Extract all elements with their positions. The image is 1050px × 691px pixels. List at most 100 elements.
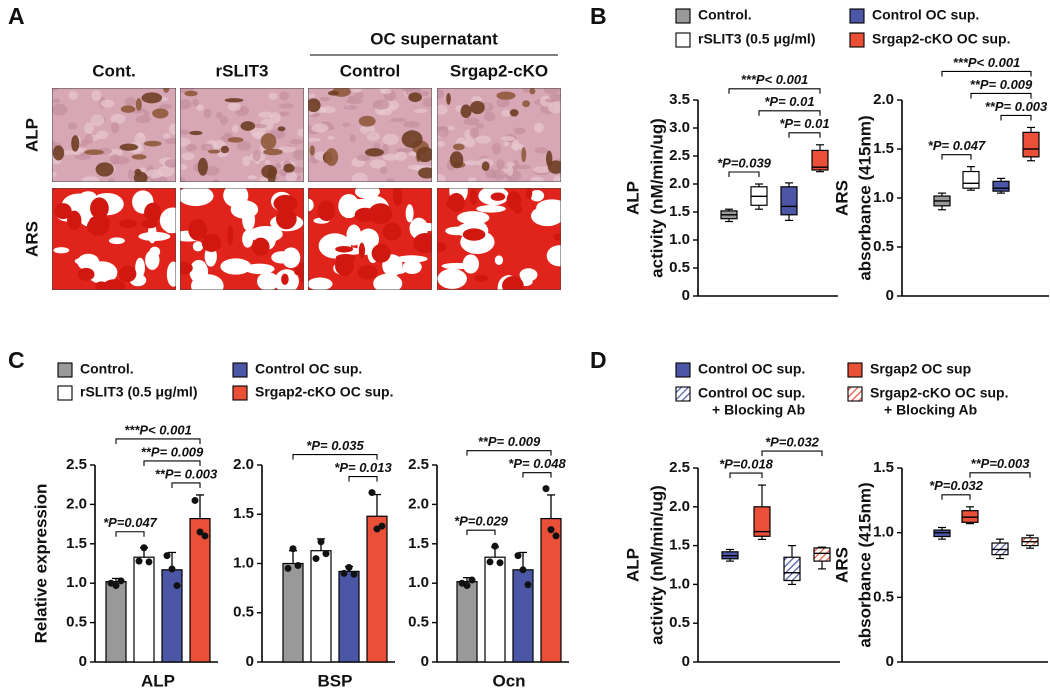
p-value: **P= 0.003 [985, 99, 1048, 114]
y-axis-label: ALP [623, 181, 642, 215]
significance-bracket [348, 476, 378, 482]
y-tick-label: 1.0 [233, 554, 254, 571]
data-point [312, 555, 320, 563]
x-axis-label: ALP [141, 671, 175, 690]
p-value: ***P< 0.001 [953, 55, 1021, 70]
significance-bracket [761, 450, 823, 457]
column-label: rSLIT3 [216, 61, 269, 80]
data-point [140, 544, 148, 552]
y-tick-label: 2.0 [233, 456, 254, 473]
data-point [463, 582, 471, 590]
legend-label: Srgap2-cKO OC sup. [255, 384, 393, 400]
micrograph [308, 88, 432, 182]
p-value: **P= 0.009 [141, 444, 204, 459]
significance-bracket [941, 70, 1032, 77]
y-tick-label: 2.5 [669, 459, 690, 476]
legend-swatch [675, 362, 691, 378]
bar [105, 581, 127, 663]
legend-swatch [847, 362, 863, 378]
data-point [201, 532, 209, 540]
y-tick-label: 3.0 [669, 119, 690, 136]
y-tick-label: 1.5 [669, 203, 690, 220]
legend-label: Control. [80, 361, 134, 377]
panel-letter: C [8, 347, 25, 373]
data-point [191, 496, 199, 504]
p-value: *P=0.032 [929, 478, 984, 493]
p-value: ***P< 0.001 [124, 422, 192, 437]
significance-bracket [758, 110, 821, 116]
bar [133, 556, 155, 663]
data-point [173, 582, 181, 590]
data-point [145, 558, 153, 566]
y-axis-label: absorbance (415nm) [855, 115, 874, 280]
p-value: ***P< 0.001 [741, 72, 809, 87]
significance-bracket [115, 438, 201, 444]
y-tick-label: 2.0 [873, 91, 894, 108]
y-tick-label: 2.0 [66, 495, 87, 512]
p-value: **P= 0.003 [155, 466, 218, 481]
bar [456, 581, 478, 663]
data-point [468, 576, 476, 584]
significance-bracket [171, 482, 201, 488]
legend-swatch [57, 385, 73, 401]
legend-label: + Blocking Ab [712, 402, 805, 418]
legend-label: Srgap2-cKO OC sup. [872, 31, 1010, 47]
data-point [552, 532, 560, 540]
y-tick-label: 1.0 [669, 575, 690, 592]
y-axis-label: ALP [623, 548, 642, 582]
y-axis-label: Relative expression [31, 484, 50, 644]
panel-letter: A [8, 3, 25, 29]
significance-bracket [1000, 114, 1032, 121]
y-tick-label: 1.5 [408, 535, 429, 552]
data-point [284, 564, 292, 572]
y-tick-label: 1.5 [873, 140, 894, 157]
data-point [542, 485, 550, 493]
significance-bracket [143, 460, 201, 466]
micrograph [52, 88, 176, 182]
legend-label: Control OC sup. [698, 361, 805, 377]
y-tick-label: 1.5 [669, 537, 690, 554]
x-axis-label: BSP [318, 671, 353, 690]
legend-label: Srgap2-cKO OC sup. [870, 385, 1008, 401]
legend-swatch [849, 32, 865, 48]
data-point [547, 526, 555, 534]
y-tick-label: 0 [886, 287, 894, 304]
y-axis-label: ARS [832, 547, 851, 583]
data-point [350, 570, 358, 578]
significance-bracket [728, 88, 821, 94]
p-value: *P=0.039 [717, 155, 772, 170]
legend-swatch [675, 386, 691, 402]
legend-label: Control OC sup. [872, 7, 979, 23]
row-label: ALP [22, 118, 41, 152]
legend-swatch [675, 32, 691, 48]
bar [484, 556, 506, 663]
data-point [496, 559, 504, 567]
data-point [294, 561, 302, 569]
significance-bracket [292, 454, 378, 460]
y-tick-label: 1.0 [408, 574, 429, 591]
p-value: **P= 0.009 [970, 77, 1033, 92]
y-tick-label: 0.5 [233, 604, 254, 621]
legend-label: rSLIT3 (0.5 μg/ml) [80, 384, 197, 400]
significance-bracket [115, 531, 145, 537]
p-value: **P=0.003 [971, 456, 1031, 471]
legend-swatch [847, 386, 863, 402]
y-tick-label: 0 [682, 653, 690, 670]
significance-bracket [466, 450, 552, 456]
data-point [317, 538, 325, 546]
data-point [368, 489, 376, 497]
y-tick-label: 1.0 [873, 189, 894, 206]
y-tick-label: 3.5 [669, 91, 690, 108]
data-point [491, 542, 499, 550]
legend-swatch [57, 362, 73, 378]
column-label: Control [340, 61, 400, 80]
p-value: *P= 0.01 [779, 116, 829, 131]
data-point [289, 545, 297, 553]
significance-bracket [522, 472, 552, 478]
y-tick-label: 0.5 [873, 588, 894, 605]
y-tick-label: 0 [79, 653, 87, 670]
data-point [322, 550, 330, 558]
bar [189, 517, 211, 663]
y-tick-label: 1.0 [873, 524, 894, 541]
